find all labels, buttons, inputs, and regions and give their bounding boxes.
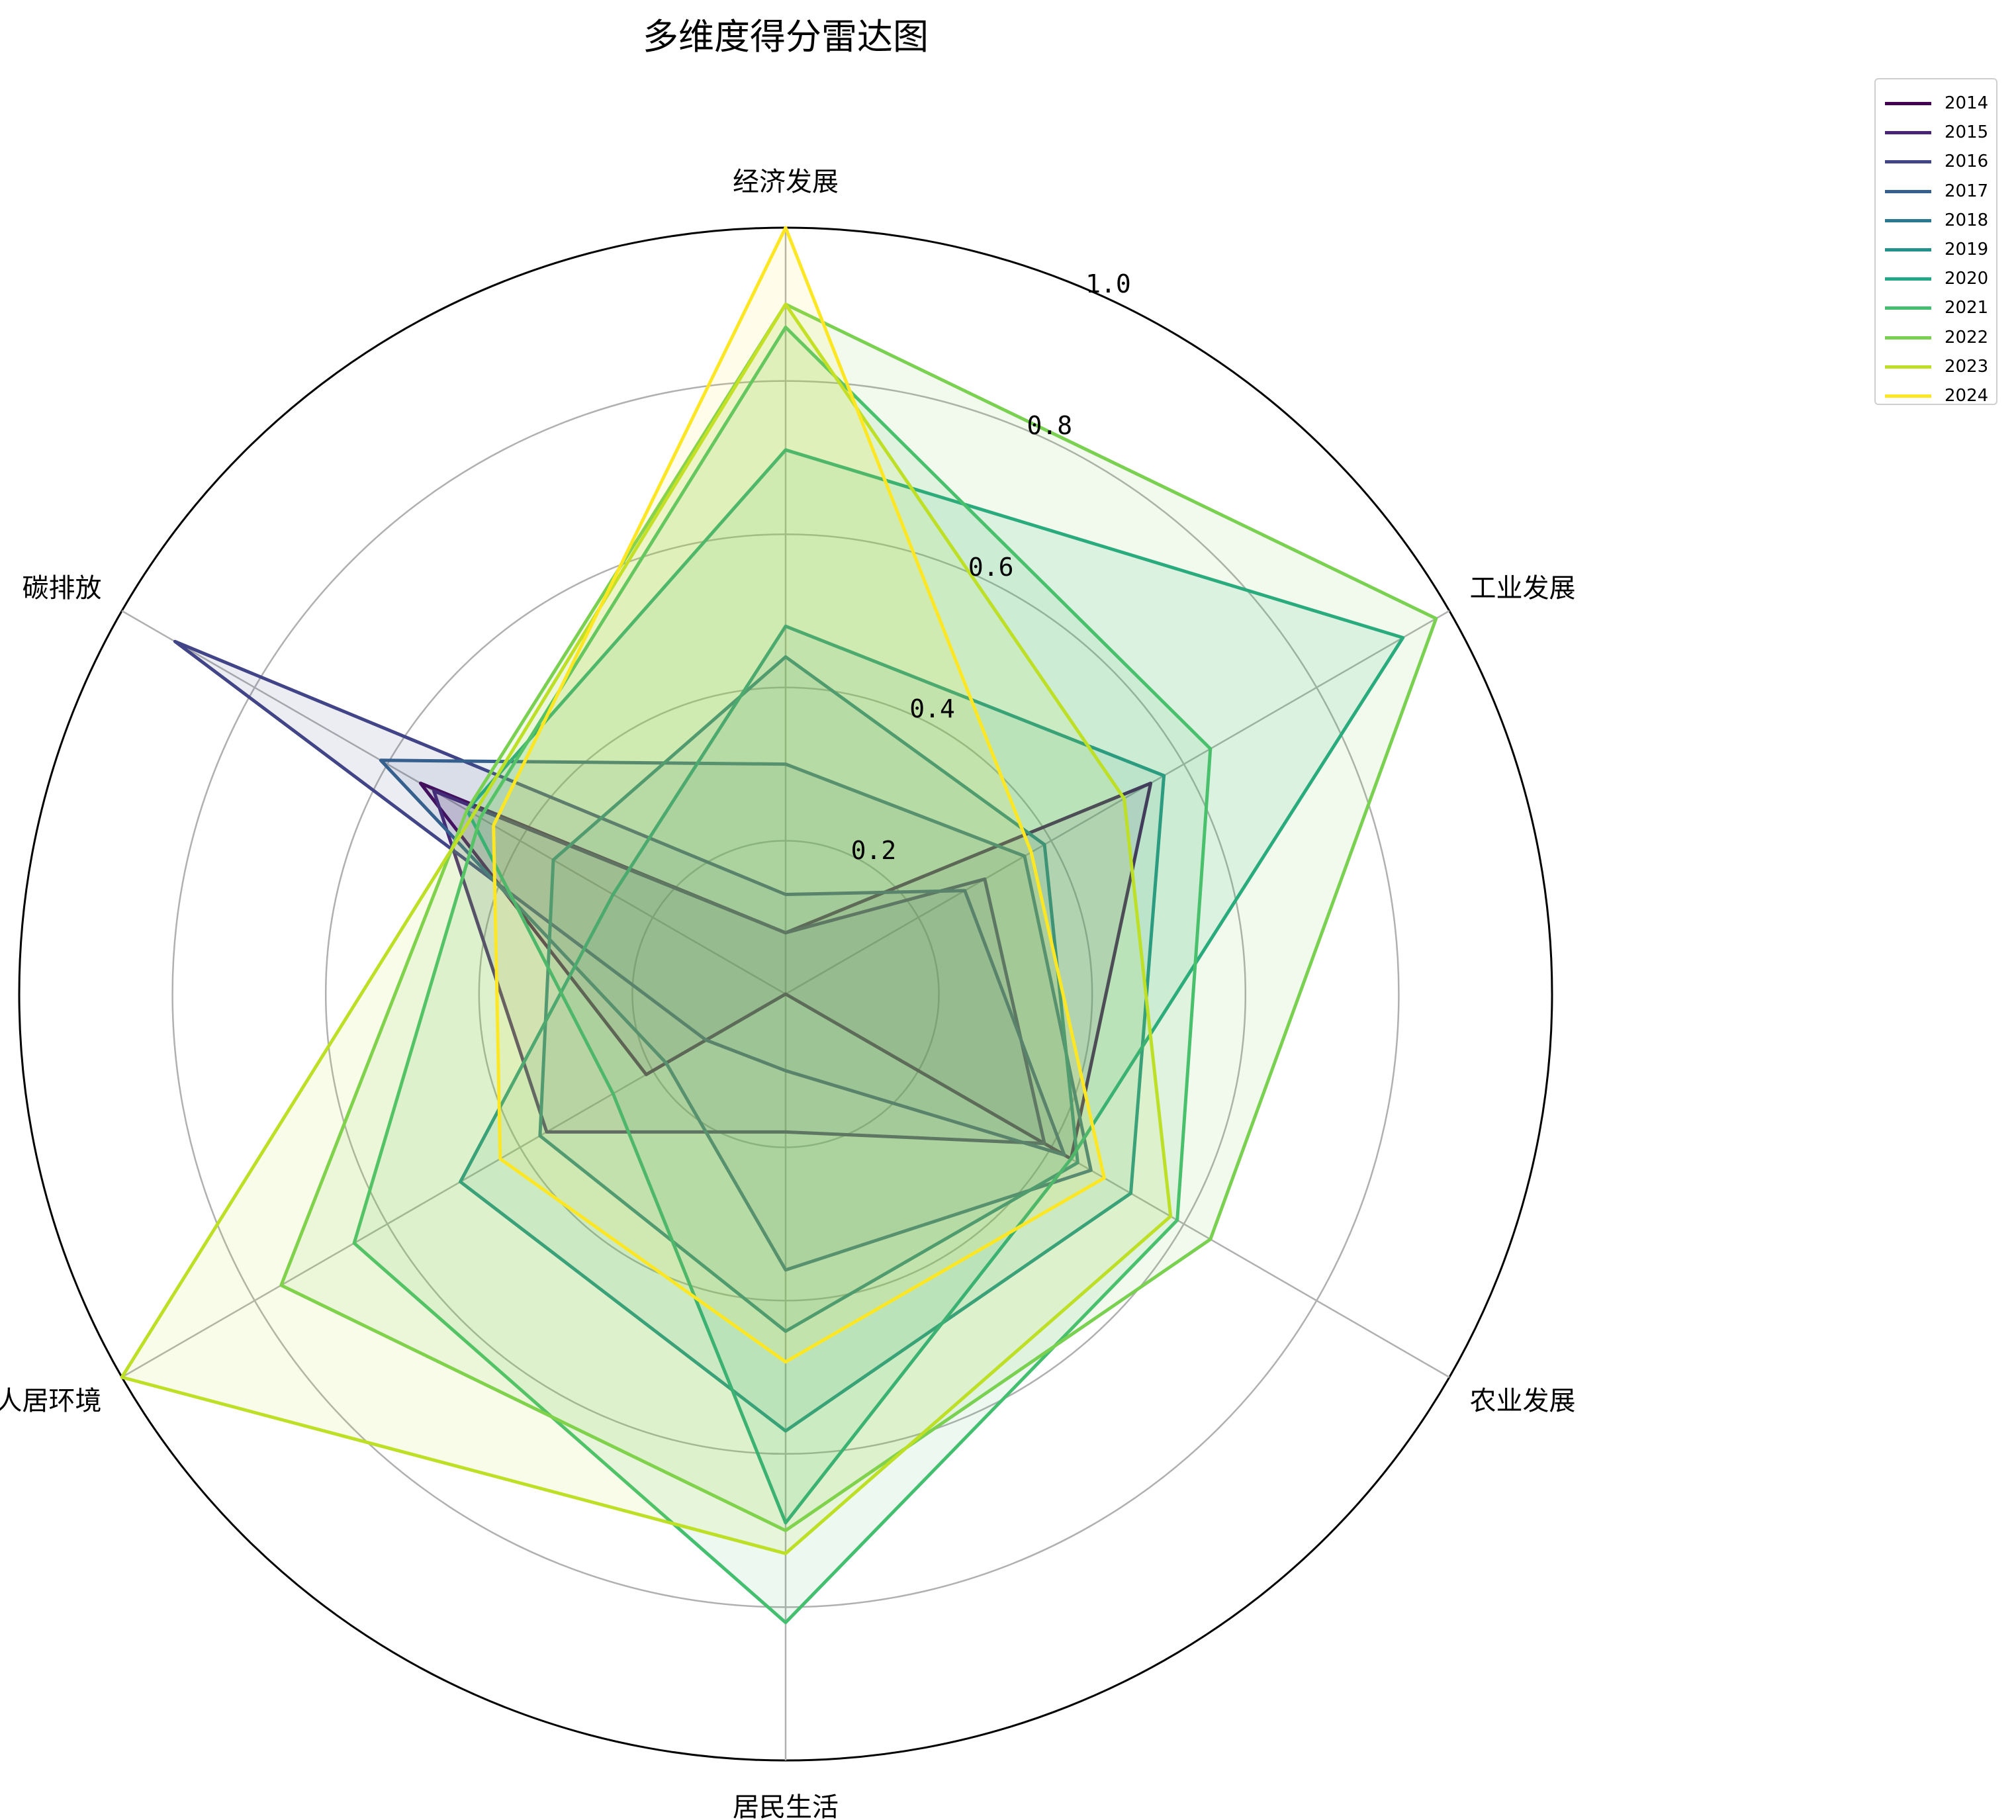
legend-swatch [1885,160,1931,164]
legend-item: 2014 [1885,89,1997,118]
legend-swatch [1885,218,1931,222]
legend-item: 2020 [1885,264,1997,293]
legend-swatch [1885,102,1931,105]
legend-swatch [1885,131,1931,135]
legend-label: 2019 [1945,240,1989,259]
legend-item: 2016 [1885,147,1997,176]
legend-item: 2021 [1885,293,1997,322]
legend-item: 2017 [1885,177,1997,206]
series-fill-2017 [381,760,1091,1270]
legend-label: 2023 [1945,356,1989,377]
axis-label: 人居环境 [0,1386,102,1416]
series-fill-2021 [354,327,1211,1623]
series-line-2015 [432,789,1046,1146]
axis-label: 居民生活 [733,1792,839,1820]
series-fill-2019 [460,626,1164,1432]
legend-swatch [1885,365,1931,369]
series-fill-2024 [493,228,1105,1362]
axis-label: 碳排放 [23,573,102,604]
legend-item: 2015 [1885,118,1997,147]
legend-label: 2020 [1945,269,1989,289]
r-tick-label: 0.8 [1027,411,1073,440]
series-line-2017 [379,758,1093,1272]
series-fill-2020 [467,449,1403,1523]
series-line-2021 [352,326,1213,1625]
series-fill-2015 [434,791,1045,1144]
legend-label: 2022 [1945,327,1989,347]
legend-swatch [1885,248,1931,251]
r-tick-label: 0.4 [909,694,955,723]
series-polygons [120,226,1438,1625]
series-fill-2023 [122,304,1171,1554]
series-line-2019 [459,624,1166,1433]
series-line-2016 [173,639,1066,1157]
legend-item: 2023 [1885,352,1997,381]
legend-item: 2024 [1885,381,1997,410]
grid-spoke [785,610,1450,995]
legend: 2014 2015 2016 2017 2018 2019 2020 2021 2022 2023… [1874,78,1997,406]
legend-swatch [1885,277,1931,281]
axis-label: 农业发展 [1469,1386,1575,1416]
grid-spoke [121,610,786,995]
legend-swatch [1885,394,1931,398]
legend-swatch [1885,336,1931,340]
legend-label: 2018 [1945,210,1989,230]
r-tick-labels: 0.2 0.4 0.6 0.8 1.0 [851,269,1131,865]
series-fill-2022 [281,304,1436,1531]
legend-swatch [1885,189,1931,193]
r-tick-label: 0.2 [851,836,897,865]
legend-label: 2016 [1945,152,1989,172]
legend-swatch [1885,306,1931,310]
legend-label: 2015 [1945,122,1989,143]
series-line-2022 [279,302,1438,1533]
series-fill-2014 [420,783,1151,1159]
legend-item: 2022 [1885,323,1997,352]
r-tick-label: 0.6 [968,553,1014,582]
series-line-2018 [538,655,1079,1333]
legend-label: 2024 [1945,386,1989,406]
series-line-2023 [120,302,1173,1555]
r-tick-label: 1.0 [1085,269,1131,298]
series-line-2014 [418,782,1153,1161]
series-fill-2018 [539,657,1078,1332]
legend-item: 2019 [1885,235,1997,264]
legend-label: 2017 [1945,181,1989,201]
legend-item: 2018 [1885,206,1997,235]
series-fill-2016 [175,641,1065,1156]
axis-label: 工业发展 [1469,573,1575,604]
legend-label: 2014 [1945,93,1989,113]
axis-label: 经济发展 [733,167,839,197]
chart-title: 多维度得分雷达图 [643,16,929,58]
legend-label: 2021 [1945,298,1989,318]
series-line-2024 [492,226,1106,1364]
